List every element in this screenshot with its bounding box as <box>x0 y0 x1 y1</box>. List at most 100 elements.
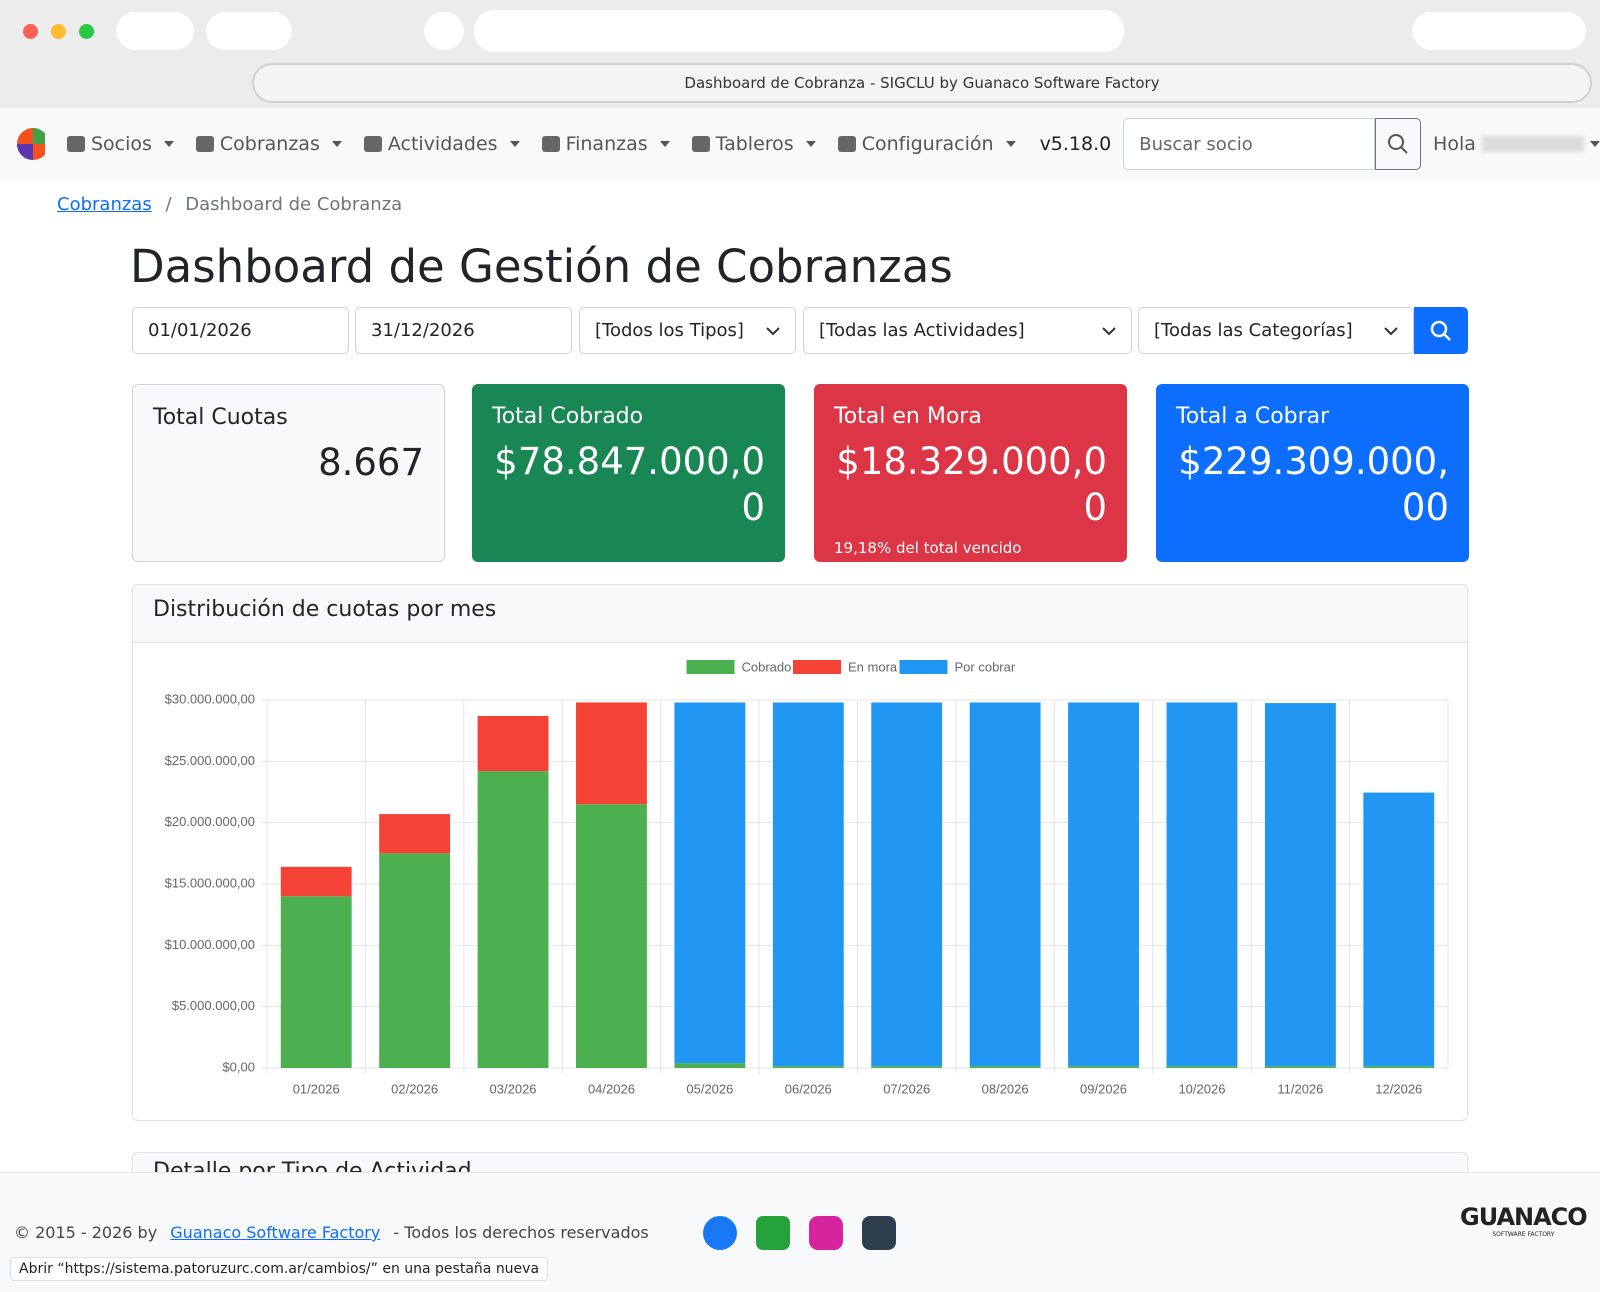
card-note: 19,18% del total vencido <box>834 539 1022 557</box>
nav-menu: Socios Cobranzas Actividades Finanzas Tabler… <box>45 133 1016 155</box>
bar-segment <box>969 702 1041 1067</box>
x-tick-label: 05/2026 <box>686 1081 733 1096</box>
card-title: Total Cobrado <box>492 404 644 429</box>
whatsapp-icon[interactable] <box>756 1216 790 1250</box>
search-input[interactable]: Buscar socio <box>1123 118 1375 170</box>
footer-logo: GUANACO SOFTWARE FACTORY <box>1460 1203 1588 1238</box>
bar-segment <box>280 866 352 897</box>
chart: $0,00 $5.000.000,00 $10.000.000,00 $15.000.… <box>165 659 1449 1096</box>
x-tick-label: 08/2026 <box>982 1081 1029 1096</box>
nav-caret <box>331 141 342 147</box>
bar-segment <box>1264 1066 1336 1068</box>
footer-link[interactable]: Guanaco Software Factory <box>170 1223 381 1242</box>
legend-label: Cobrado <box>742 659 792 674</box>
bar-segment <box>1068 702 1139 1067</box>
close-button[interactable] <box>23 24 38 39</box>
nav-caret <box>163 141 174 147</box>
facebook-icon[interactable] <box>703 1216 737 1250</box>
x-tick-label: 02/2026 <box>391 1081 438 1096</box>
footer: © 2015 - 2026 by Guanaco Software Factor… <box>0 1172 1600 1292</box>
nav-icon <box>363 136 382 152</box>
y-tick-label: $30.000.000,00 <box>165 691 255 706</box>
social-icons <box>703 1216 896 1250</box>
nav-icon <box>66 136 85 152</box>
y-tick-label: $15.000.000,00 <box>165 875 255 890</box>
card-value: $229.309.000,00 <box>1178 440 1449 529</box>
chevron <box>1384 326 1398 335</box>
date-from[interactable]: 01/01/2026 <box>132 307 349 354</box>
bar-segment <box>1068 1066 1139 1068</box>
nav-label: Tableros <box>715 133 794 155</box>
bar-segment <box>871 1066 943 1068</box>
password-button[interactable] <box>424 12 464 50</box>
toolbar-buttons[interactable] <box>1412 12 1586 50</box>
select-value: [Todos los Tipos] <box>595 320 744 341</box>
x-tick-label: 04/2026 <box>588 1081 635 1096</box>
logo-subtext: SOFTWARE FACTORY <box>1492 1231 1555 1238</box>
address-bar[interactable] <box>474 10 1124 52</box>
filter-search-button[interactable] <box>1414 307 1468 354</box>
version: v5.18.0 <box>1039 133 1112 155</box>
logo-text: GUANACO <box>1460 1203 1588 1231</box>
search-icon <box>1387 134 1408 154</box>
card-value: 8.667 <box>318 441 424 484</box>
y-tick-label: $10.000.000,00 <box>165 937 255 952</box>
bar-segment <box>969 1066 1041 1068</box>
history-buttons[interactable] <box>206 12 292 50</box>
bar-segment <box>1166 1066 1238 1068</box>
status-bar: Abrir “https://sistema.patoruzurc.com.ar… <box>10 1257 549 1281</box>
nav-item[interactable]: Cobranzas <box>195 133 342 155</box>
nav-item[interactable]: Finanzas <box>541 133 670 155</box>
card-title: Total a Cobrar <box>1176 404 1330 429</box>
user-name-blurred <box>1481 136 1584 152</box>
bar-segment <box>674 1063 746 1068</box>
card-title: Total en Mora <box>834 404 982 429</box>
search-icon <box>1430 320 1451 341</box>
nav-caret <box>805 141 816 147</box>
nav-caret <box>659 141 670 147</box>
bar-segment <box>674 702 746 1064</box>
support-icon[interactable] <box>862 1216 896 1250</box>
x-tick-label: 11/2026 <box>1277 1081 1323 1096</box>
filter-select[interactable]: [Todos los Tipos] <box>579 307 796 354</box>
y-tick-label: $20.000.000,00 <box>165 814 255 829</box>
chart-card-title: Distribución de cuotas por mes <box>153 597 497 622</box>
bar-segment <box>772 1066 844 1068</box>
filter-select[interactable]: [Todas las Actividades] <box>803 307 1132 354</box>
date-from-value: 01/01/2026 <box>148 320 252 341</box>
summary-card: Total en Mora $18.329.000,00 19,18% del to… <box>814 384 1127 562</box>
legend-swatch <box>686 660 735 674</box>
filter-select[interactable]: [Todas las Categorías] <box>1138 307 1414 354</box>
greeting: Hola <box>1433 133 1476 155</box>
bar-segment <box>576 702 647 805</box>
select-value: [Todas las Actividades] <box>819 320 1025 341</box>
legend-label: En mora <box>848 659 898 674</box>
page-title: Dashboard de Gestión de Cobranzas <box>130 240 953 293</box>
breadcrumb-link[interactable]: Cobranzas <box>57 194 152 215</box>
nav-item[interactable]: Socios <box>66 133 174 155</box>
nav-caret <box>509 141 520 147</box>
nav-icon <box>195 136 214 152</box>
sidebar-button[interactable] <box>116 12 194 50</box>
nav-icon <box>837 136 856 152</box>
footer-text: © 2015 - 2026 by Guanaco Software Factor… <box>14 1223 649 1242</box>
nav-item[interactable]: Configuración <box>837 133 1016 155</box>
y-tick-label: $0,00 <box>222 1059 255 1074</box>
search-button[interactable] <box>1374 118 1422 170</box>
nav-label: Cobranzas <box>219 133 320 155</box>
user-caret[interactable] <box>1590 141 1600 147</box>
minimize-button[interactable] <box>51 24 66 39</box>
app-logo[interactable] <box>16 127 45 161</box>
y-tick-label: $25.000.000,00 <box>165 753 255 768</box>
instagram-icon[interactable] <box>809 1216 843 1250</box>
tab[interactable]: Dashboard de Cobranza - SIGCLU by Guanac… <box>252 63 1592 103</box>
y-tick-label: $5.000.000,00 <box>172 998 255 1013</box>
nav-item[interactable]: Tableros <box>691 133 816 155</box>
bar-segment <box>1363 792 1435 1067</box>
bar-segment <box>1166 702 1238 1067</box>
chevron <box>1102 326 1116 335</box>
date-to[interactable]: 31/12/2026 <box>355 307 572 354</box>
zoom-button[interactable] <box>79 24 94 39</box>
nav-item[interactable]: Actividades <box>363 133 520 155</box>
